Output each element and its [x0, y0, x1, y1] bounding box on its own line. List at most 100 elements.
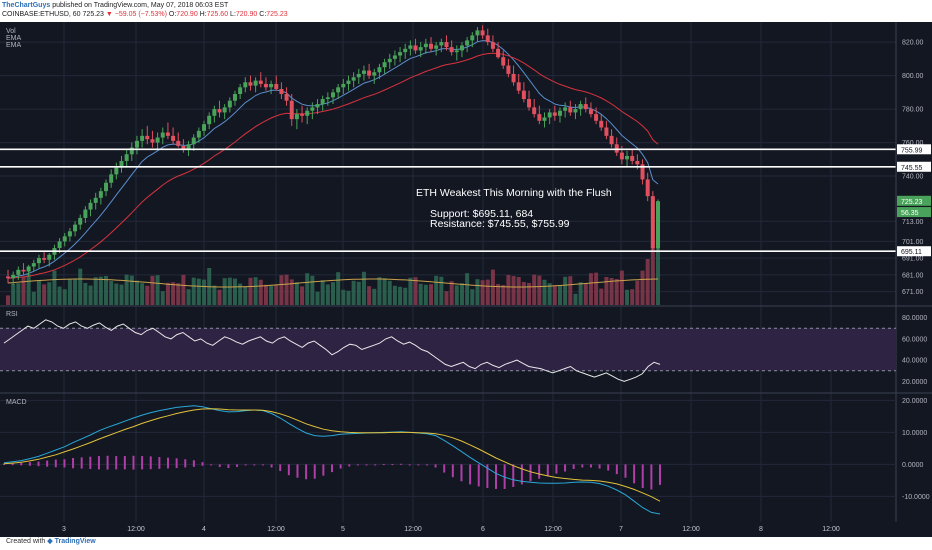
x-tick-label: 12:00 — [822, 526, 840, 533]
candle-body — [511, 73, 516, 83]
volume-bar — [480, 280, 485, 305]
volume-bar — [145, 285, 150, 305]
macd-histogram-bar — [564, 464, 567, 472]
macd-line — [3, 405, 661, 515]
candle-body — [140, 135, 145, 141]
macd-histogram-bar — [555, 464, 558, 474]
macd-histogram-bar — [115, 456, 118, 470]
volume-bar — [640, 270, 645, 305]
macd-histogram-bar — [149, 456, 152, 470]
rsi-label: RSI — [6, 311, 18, 318]
macd-histogram-bar — [218, 464, 221, 467]
author-link[interactable]: TheChartGuys — [2, 2, 51, 9]
candle-body — [594, 114, 599, 121]
volume-bar — [165, 282, 170, 305]
candle-body — [609, 135, 614, 145]
high-label: H: — [199, 11, 207, 18]
candle-body — [263, 83, 268, 88]
volume-bar — [346, 290, 351, 305]
candle-body — [599, 120, 604, 128]
volume-bar — [423, 284, 428, 305]
macd-histogram-bar — [425, 464, 428, 466]
rsi-tick-label: 40.0000 — [902, 358, 927, 365]
candle-body — [310, 107, 315, 111]
candle-body — [196, 130, 201, 138]
tradingview-brand[interactable]: TradingView — [54, 538, 96, 545]
volume-bar — [16, 283, 21, 305]
candle-body — [31, 263, 36, 267]
volume-bar — [310, 275, 315, 305]
macd-histogram-bar — [279, 464, 282, 472]
volume-bar — [36, 280, 41, 305]
candle-body — [625, 155, 630, 160]
macd-histogram-bar — [408, 464, 411, 466]
x-tick-label: 4 — [202, 526, 206, 533]
volume-bar — [248, 277, 253, 305]
volume-bar — [73, 278, 78, 305]
macd-histogram-bar — [261, 464, 264, 466]
macd-histogram-bar — [54, 459, 57, 468]
volume-bar — [150, 275, 155, 305]
volume-bar — [563, 276, 568, 305]
macd-histogram-bar — [659, 464, 661, 485]
macd-histogram-bar — [305, 464, 308, 480]
volume-bar — [645, 259, 650, 305]
volume-bar — [635, 280, 640, 305]
price-marker-label: 745.55 — [901, 165, 923, 172]
macd-histogram-bar — [495, 464, 497, 489]
candle-body — [356, 73, 361, 78]
volume-bar — [557, 285, 562, 305]
candle-body — [207, 115, 212, 125]
volume-bar — [26, 274, 31, 305]
candle-body — [650, 196, 655, 249]
macd-histogram-bar — [451, 464, 454, 478]
candle-body — [578, 104, 583, 110]
candle-body — [6, 276, 10, 279]
macd-histogram-bar — [132, 455, 135, 470]
candle-body — [62, 236, 67, 242]
x-tick-label: 12:00 — [544, 526, 562, 533]
macd-histogram-bar — [624, 464, 627, 478]
volume-bar — [320, 280, 325, 305]
published-text: published on TradingView.com, May 07, 20… — [52, 2, 229, 9]
volume-bar — [614, 279, 619, 305]
volume-bar — [42, 284, 47, 305]
price-marker-box — [897, 144, 931, 155]
volume-bar — [62, 289, 67, 305]
x-tick-label: 8 — [759, 526, 763, 533]
candle-body — [454, 50, 459, 53]
volume-bar — [284, 274, 289, 305]
volume-bar — [21, 276, 26, 305]
volume-bar — [181, 274, 186, 305]
x-tick-label: 12:00 — [267, 526, 285, 533]
price-marker-box — [897, 246, 931, 257]
macd-histogram-bar — [175, 458, 178, 469]
macd-histogram-bar — [417, 464, 420, 466]
candle-body — [418, 47, 423, 51]
macd-histogram-bar — [512, 464, 515, 487]
volume-bar — [11, 283, 16, 305]
candle-body — [485, 35, 490, 43]
candle-body — [408, 45, 413, 49]
volume-bar — [408, 277, 413, 305]
candle-body — [583, 104, 588, 110]
macd-histogram-bar — [615, 464, 618, 475]
candle-body — [496, 48, 501, 58]
candle-body — [243, 82, 248, 88]
macd-histogram-bar — [520, 464, 523, 485]
price-tick-label: 780.00 — [902, 107, 924, 114]
tradingview-logo-icon[interactable]: ◆ — [47, 538, 55, 545]
volume-bar — [325, 284, 330, 305]
volume-bar — [232, 278, 237, 305]
volume-bar — [289, 279, 294, 305]
macd-histogram-bar — [253, 464, 256, 466]
macd-histogram-bar — [270, 464, 273, 468]
plot-background — [0, 22, 932, 522]
candle-body — [516, 82, 521, 91]
volume-bar — [93, 277, 98, 305]
macd-histogram-bar — [80, 457, 83, 469]
candle-body — [300, 114, 305, 116]
volume-bar — [609, 278, 614, 305]
macd-histogram-bar — [72, 458, 75, 469]
